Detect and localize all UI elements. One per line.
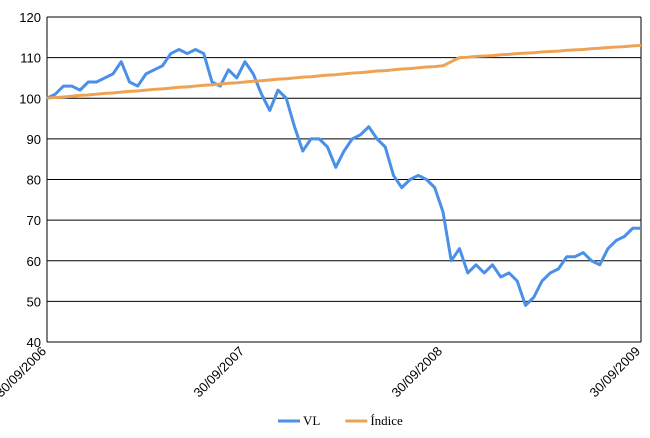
x-tick-label: 30/09/2006 bbox=[0, 344, 49, 401]
y-tick-label: 60 bbox=[27, 254, 41, 269]
x-tick-label: 30/09/2009 bbox=[586, 344, 643, 401]
y-tick-label: 90 bbox=[27, 132, 41, 147]
series-line bbox=[46, 48, 641, 307]
legend-label: VL bbox=[303, 413, 320, 428]
x-tick-label: 30/09/2008 bbox=[388, 344, 445, 401]
y-tick-label: 40 bbox=[27, 335, 41, 350]
y-tick-label: 50 bbox=[27, 294, 41, 309]
y-tick-label: 110 bbox=[20, 51, 41, 66]
y-tick-label: 100 bbox=[19, 91, 41, 106]
legend-label: Índice bbox=[370, 413, 403, 428]
x-tick-label: 30/09/2007 bbox=[190, 344, 247, 401]
y-tick-label: 70 bbox=[27, 213, 41, 228]
y-tick-label: 80 bbox=[27, 173, 41, 188]
y-tick-label: 120 bbox=[19, 10, 41, 25]
series-line bbox=[46, 43, 642, 100]
